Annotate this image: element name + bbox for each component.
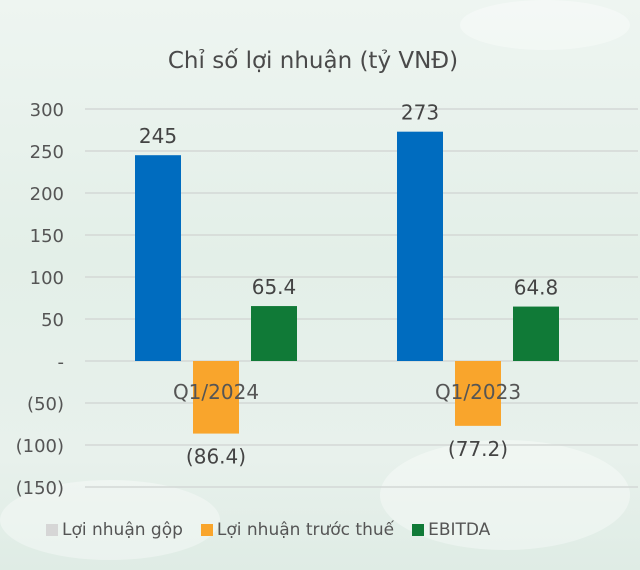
y-tick-label: 300 [30,100,64,121]
legend-label: Lợi nhuận gộp [62,520,183,540]
bar-ebitda [251,306,297,361]
data-label: 65.4 [252,275,297,299]
y-tick-label: (50) [27,394,64,415]
data-label: (86.4) [186,445,246,469]
legend-label: EBITDA [428,520,491,540]
data-label: 245 [139,124,177,148]
data-label: 64.8 [514,276,559,300]
legend-swatch [46,524,58,536]
x-category-label: Q1/2024 [173,380,259,404]
y-tick-label: 100 [30,268,64,289]
bar-profit-before-tax [193,361,239,434]
legend-label: Lợi nhuận trước thuế [216,520,395,540]
bar-ebitda [513,306,559,361]
background-cloud [460,0,630,50]
legend: Lợi nhuận gộp Lợi nhuận trước thuế EBITDA [46,520,626,540]
x-category-label: Q1/2023 [435,380,521,404]
y-tick-label: - [58,352,65,373]
legend-swatch [200,524,213,536]
y-tick-label: 150 [30,226,64,247]
legend-item: Lợi nhuận gộp [46,520,183,540]
bar-gross-profit [397,131,443,361]
y-tick-label: 50 [41,310,64,331]
bar-gross-profit [135,155,181,361]
bar-profit-before-tax [455,361,501,426]
legend-item: Lợi nhuận trước thuế [200,520,395,540]
data-label: (77.2) [448,437,508,461]
y-tick-label: 200 [30,184,64,205]
chart-title: Chỉ số lợi nhuận (tỷ VNĐ) [167,48,459,74]
y-tick-label: (100) [16,436,64,457]
legend-swatch [412,524,425,536]
y-tick-label: 250 [30,142,64,163]
y-tick-label: (150) [16,478,64,499]
legend-item: EBITDA [412,520,490,540]
data-label: 273 [401,101,439,125]
background-cloud [0,480,220,560]
